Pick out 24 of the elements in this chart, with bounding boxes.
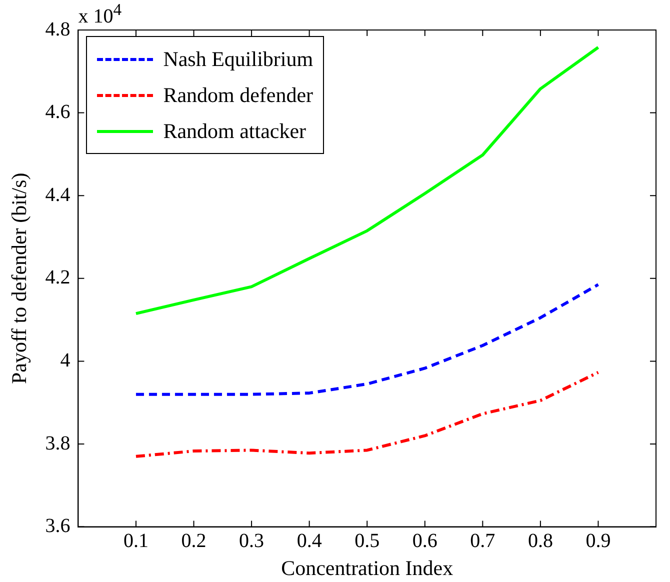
y-tick-label: 4 [60, 349, 70, 372]
x-tick-label: 0.4 [296, 530, 322, 552]
x-tick-label: 0.9 [586, 530, 611, 552]
y-tick-label: 4.6 [45, 101, 70, 124]
legend-label: Random attacker [163, 118, 306, 144]
x-axis-title: Concentration Index [281, 556, 454, 580]
x-tick-label: 0.3 [239, 530, 264, 552]
y-tick-label: 4.4 [45, 184, 70, 206]
line-series [134, 370, 600, 458]
x-tick-label: 0.8 [528, 530, 553, 552]
legend-label: Random defender [163, 82, 314, 108]
line-series [134, 283, 600, 396]
x-tick-label: 0.2 [181, 530, 206, 552]
x-tick-label: 0.7 [470, 530, 496, 552]
x-tick-label: 0.6 [412, 530, 438, 552]
y-axis-title: Payoff to defender (bit/s) [7, 172, 32, 384]
legend-label: Nash Equilibrium [163, 46, 314, 72]
x-tick-label: 0.5 [354, 530, 380, 552]
y-tick-label: 4.2 [45, 266, 70, 289]
y-tick-label: 4.8 [45, 18, 70, 40]
y-tick-label: 3.6 [45, 515, 70, 538]
y-tick-label: 3.8 [45, 432, 70, 454]
text: x 10$^{4}$ [78, 0, 122, 29]
x-tick-label: 0.1 [123, 530, 148, 552]
